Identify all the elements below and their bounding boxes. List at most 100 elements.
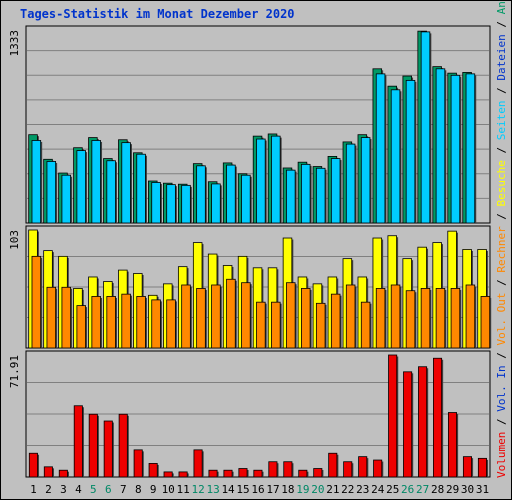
bar-volumen-31 [477,457,487,478]
bar-seiten-22 [345,143,356,224]
bar-volumen-24 [373,459,383,478]
legend: Volumen / Vol. In / Vol. Out / Rechner /… [495,0,508,478]
bar-rechner-31 [480,296,491,349]
bar-volumen-5 [88,413,98,478]
bar-seiten-18 [286,169,296,224]
x-tick-23: 23 [356,483,369,496]
bar-rechner-11 [181,284,191,349]
bar-volumen-25 [388,354,398,478]
legend-volin: Vol. In [495,365,508,411]
x-tick-22: 22 [341,483,354,496]
legend-anfragen: Anfragen [495,0,508,14]
bar-rechner-8 [136,296,146,349]
x-tick-14: 14 [221,483,235,496]
bar-volumen-7 [118,413,128,478]
bar-rechner-5 [91,296,101,349]
legend-volumen: Volumen [495,432,508,478]
bar-volumen-10 [163,471,173,478]
chart-title: Tages-Statistik im Monat Dezember 2020 [20,7,295,21]
bar-seiten-5 [91,140,101,224]
bar-volumen-20 [313,468,323,478]
bar-rechner-1 [31,255,42,349]
bar-rechner-17 [271,301,281,349]
bar-rechner-9 [151,299,161,349]
bar-seiten-24 [375,73,386,224]
x-tick-15: 15 [236,483,249,496]
bar-volumen-4 [73,405,83,478]
bar-seiten-17 [271,135,281,224]
x-tick-25: 25 [386,483,399,496]
bar-seiten-16 [256,138,266,224]
legend-rechner: Rechner [495,226,508,273]
bar-rechner-14 [226,278,236,349]
x-tick-4: 4 [75,483,82,496]
x-tick-27: 27 [416,483,429,496]
x-tick-10: 10 [162,483,175,496]
x-tick-20: 20 [311,483,324,496]
ymax-label-bottom: 71.91 [8,355,21,388]
bar-seiten-26 [405,79,416,224]
x-tick-7: 7 [120,483,127,496]
legend-separator: / [495,206,508,226]
legend-separator: / [495,81,508,101]
ymax-label-middle: 103 [8,230,21,250]
bar-volumen-15 [238,468,248,478]
bar-rechner-7 [121,293,131,349]
legend-separator: / [495,14,508,34]
x-tick-17: 17 [266,483,279,496]
x-tick-6: 6 [105,483,112,496]
bar-seiten-20 [315,167,326,224]
bar-volumen-22 [343,461,353,478]
bar-rechner-10 [166,299,176,349]
legend-seiten: Seiten [495,100,508,140]
x-tick-12: 12 [192,483,205,496]
bar-seiten-11 [181,184,191,224]
bar-volumen-19 [298,469,308,478]
x-tick-13: 13 [206,483,219,496]
bar-volumen-23 [358,456,368,478]
x-tick-5: 5 [90,483,97,496]
bar-rechner-29 [450,288,461,349]
bar-rechner-2 [46,286,57,349]
bar-seiten-27 [420,31,431,224]
bar-volumen-27 [418,366,428,478]
bar-volumen-16 [253,469,263,478]
x-tick-31: 31 [476,483,489,496]
bar-volumen-6 [103,420,113,478]
x-tick-28: 28 [431,483,444,496]
x-tick-16: 16 [251,483,264,496]
x-tick-8: 8 [135,483,142,496]
bar-seiten-9 [151,182,161,224]
bar-seiten-13 [211,183,221,224]
bar-volumen-8 [133,449,143,478]
bar-rechner-12 [196,288,206,349]
legend-volout: Vol. Out [495,293,508,346]
bar-rechner-27 [420,288,431,349]
bar-volumen-11 [178,471,188,478]
bar-seiten-29 [450,74,461,224]
bar-rechner-24 [375,288,386,349]
bar-seiten-23 [360,137,371,224]
bar-volumen-14 [223,469,233,478]
x-tick-21: 21 [326,483,339,496]
bar-volumen-30 [462,456,472,478]
bar-volumen-12 [193,449,203,478]
bar-rechner-20 [315,302,326,349]
x-tick-9: 9 [150,483,157,496]
bar-volumen-13 [208,469,218,478]
bar-seiten-1 [31,140,42,224]
legend-dateien: Dateien [495,34,508,80]
x-tick-18: 18 [281,483,294,496]
bar-rechner-18 [286,282,296,349]
bar-volumen-2 [43,466,53,478]
bar-seiten-25 [390,89,401,224]
ymax-label-top: 1333 [8,30,21,57]
x-tick-24: 24 [371,483,385,496]
legend-separator: / [495,140,508,160]
bar-seiten-3 [61,174,72,224]
x-tick-29: 29 [446,483,459,496]
bar-rechner-28 [435,288,446,349]
legend-separator: / [495,412,508,432]
bar-volumen-18 [283,461,293,478]
